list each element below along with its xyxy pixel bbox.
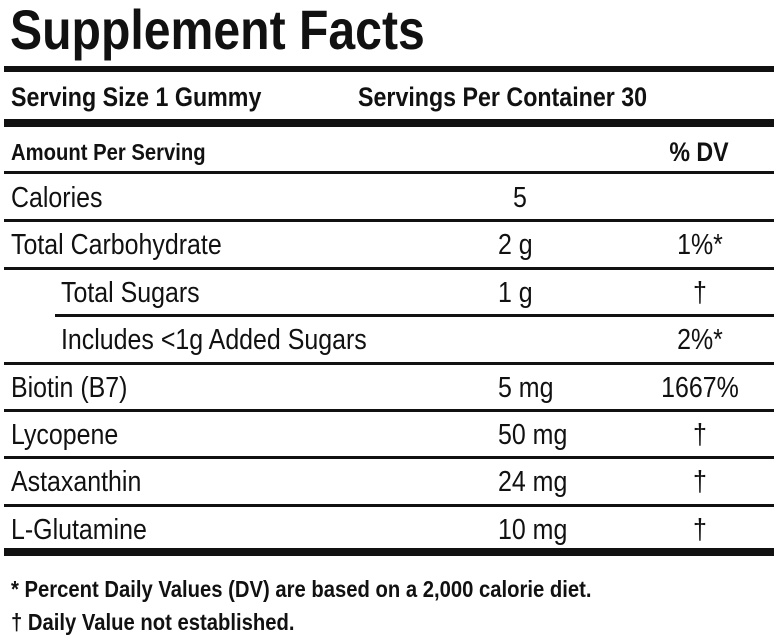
row-amount: 50 mg xyxy=(498,419,568,451)
row-amount: 2 g xyxy=(498,229,533,262)
rule xyxy=(4,548,774,557)
row-dv: 1667% xyxy=(661,371,739,404)
rule xyxy=(4,456,774,460)
footnote: † Daily Value not established. xyxy=(11,609,295,635)
row-dv: 2%* xyxy=(677,324,723,357)
row-amount: 5 mg xyxy=(498,371,554,404)
column-header: Amount Per Serving xyxy=(11,139,206,165)
row-dv: 1%* xyxy=(677,229,723,262)
rule xyxy=(55,314,774,318)
serving-size: Serving Size 1 Gummy xyxy=(11,82,262,112)
row-amount: 24 mg xyxy=(498,466,568,499)
row-dv: † xyxy=(693,466,707,499)
row-name: Calories xyxy=(11,182,103,214)
row-amount: 10 mg xyxy=(498,513,568,546)
rule xyxy=(4,361,774,365)
rule xyxy=(4,266,774,270)
rule xyxy=(4,171,774,174)
rule xyxy=(4,219,774,223)
row-name: Biotin (B7) xyxy=(11,371,128,404)
row-name: Total Carbohydrate xyxy=(11,229,222,262)
row-dv: † xyxy=(693,513,707,546)
footnote: * Percent Daily Values (DV) are based on… xyxy=(11,576,592,602)
row-amount: 5 xyxy=(513,182,527,214)
rule xyxy=(4,66,774,72)
rule xyxy=(4,409,774,412)
row-dv: † xyxy=(693,419,707,451)
row-name: Includes <1g Added Sugars xyxy=(61,324,367,357)
rule xyxy=(4,119,774,127)
servings-per-container: Servings Per Container 30 xyxy=(358,82,648,112)
row-name: Astaxanthin xyxy=(11,466,142,499)
title: Supplement Facts xyxy=(10,0,425,61)
row-name: Total Sugars xyxy=(61,276,200,309)
row-dv: † xyxy=(693,276,707,309)
rule xyxy=(4,503,774,507)
row-amount: 1 g xyxy=(498,276,533,309)
row-name: L-Glutamine xyxy=(11,513,147,546)
row-name: Lycopene xyxy=(11,419,119,451)
column-header: % DV xyxy=(669,137,729,167)
